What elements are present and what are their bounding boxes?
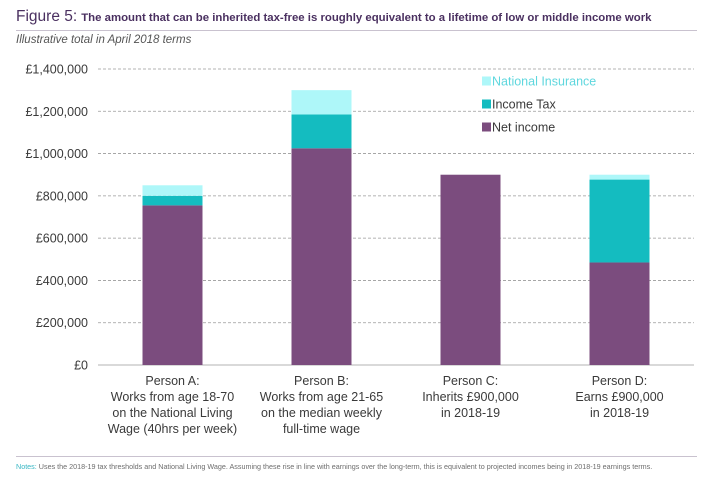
legend-swatch: [482, 76, 491, 86]
x-category-label: in 2018-19: [590, 406, 649, 420]
bar-segment: [589, 262, 650, 365]
x-category-label: Earns £900,000: [575, 390, 663, 404]
bar-segment: [291, 114, 352, 149]
bar-segment: [291, 148, 352, 365]
y-tick-label: £1,400,000: [25, 63, 88, 77]
y-tick-label: £1,200,000: [25, 105, 88, 119]
footnote: Notes: Uses the 2018-19 tax thresholds a…: [16, 462, 686, 472]
x-category-label: Wage (40hrs per week): [108, 422, 237, 436]
header-rule: [16, 30, 697, 31]
x-category-label: on the National Living: [112, 406, 232, 420]
x-category-label: Works from age 18-70: [111, 390, 234, 404]
x-category-label: on the median weekly: [261, 406, 383, 420]
figure-title: Figure 5: The amount that can be inherit…: [16, 7, 703, 28]
y-tick-label: £1,000,000: [25, 147, 88, 161]
figure-subtitle: Illustrative total in April 2018 terms: [16, 34, 192, 46]
bar-segment: [142, 185, 203, 196]
legend-label: Income Tax: [492, 98, 556, 112]
bar-segment: [589, 179, 650, 263]
bar-segment: [142, 195, 203, 206]
legend-swatch: [482, 99, 491, 109]
x-category-label: Inherits £900,000: [422, 390, 519, 404]
x-category-label: Works from age 21-65: [260, 390, 383, 404]
y-tick-label: £400,000: [36, 274, 88, 288]
legend-label: National Insurance: [492, 75, 596, 89]
y-tick-label: £0: [74, 359, 88, 373]
x-category-label: in 2018-19: [441, 406, 500, 420]
legend-label: Net income: [492, 121, 555, 135]
bar-segment: [589, 174, 650, 180]
x-category-label: full-time wage: [283, 422, 360, 436]
footnote-text: Uses the 2018-19 tax thresholds and Nati…: [38, 462, 653, 471]
y-tick-label: £600,000: [36, 232, 88, 246]
x-category-label: Person B:: [294, 374, 349, 388]
x-category-label: Person C:: [443, 374, 499, 388]
y-tick-label: £800,000: [36, 189, 88, 203]
footer-rule: [16, 456, 697, 457]
bar-segment: [142, 205, 203, 365]
y-tick-label: £200,000: [36, 316, 88, 330]
x-category-label: Person D:: [592, 374, 648, 388]
figure-header: Figure 5: The amount that can be inherit…: [16, 7, 703, 28]
figure-title-text: The amount that can be inherited tax-fre…: [81, 12, 652, 24]
legend-swatch: [482, 122, 491, 132]
bar-segment: [440, 174, 501, 365]
x-category-label: Person A:: [145, 374, 199, 388]
footnote-label: Notes:: [16, 462, 37, 471]
bar-segment: [291, 90, 352, 115]
stacked-bar-chart: £0 £200,000 £400,000 £600,000 £800,000 £1,000…: [25, 63, 694, 436]
figure-label: Figure 5:: [16, 8, 78, 25]
